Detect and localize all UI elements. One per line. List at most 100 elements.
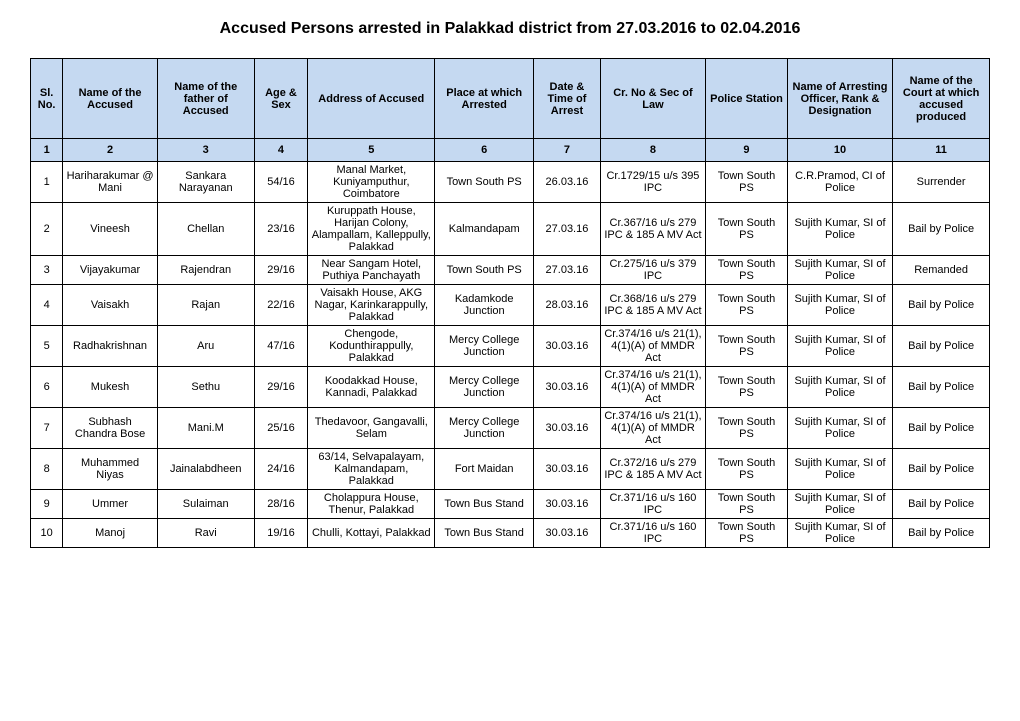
table-cell: 2 (31, 203, 63, 256)
col-num: 8 (600, 139, 705, 162)
table-cell: Surrender (893, 162, 990, 203)
table-cell: Ravi (157, 519, 254, 548)
table-cell: 28/16 (254, 490, 308, 519)
table-cell: Mercy College Junction (435, 408, 534, 449)
table-cell: Cr.368/16 u/s 279 IPC & 185 A MV Act (600, 285, 705, 326)
table-cell: 7 (31, 408, 63, 449)
table-cell: Near Sangam Hotel, Puthiya Panchayath (308, 256, 435, 285)
table-cell: 30.03.16 (534, 490, 601, 519)
table-cell: Aru (157, 326, 254, 367)
table-cell: Cr.372/16 u/s 279 IPC & 185 A MV Act (600, 449, 705, 490)
table-cell: 22/16 (254, 285, 308, 326)
table-cell: Rajan (157, 285, 254, 326)
table-row: 1Hariharakumar @ ManiSankara Narayanan54… (31, 162, 990, 203)
table-cell: Hariharakumar @ Mani (63, 162, 158, 203)
table-cell: Sethu (157, 367, 254, 408)
col-num: 11 (893, 139, 990, 162)
table-cell: 30.03.16 (534, 449, 601, 490)
col-header-station: Police Station (706, 59, 788, 139)
table-row: 7Subhash Chandra BoseMani.M25/16Thedavoo… (31, 408, 990, 449)
table-cell: 3 (31, 256, 63, 285)
table-cell: Cholappura House, Thenur, Palakkad (308, 490, 435, 519)
table-cell: Sujith Kumar, SI of Police (787, 285, 892, 326)
col-header-date: Date & Time of Arrest (534, 59, 601, 139)
table-cell: Radhakrishnan (63, 326, 158, 367)
table-cell: Town South PS (706, 256, 788, 285)
table-cell: Fort Maidan (435, 449, 534, 490)
table-cell: 30.03.16 (534, 519, 601, 548)
table-cell: 29/16 (254, 367, 308, 408)
table-cell: Town Bus Stand (435, 519, 534, 548)
table-cell: Kalmandapam (435, 203, 534, 256)
table-cell: Rajendran (157, 256, 254, 285)
table-cell: Chengode, Kodunthirappully, Palakkad (308, 326, 435, 367)
table-cell: 23/16 (254, 203, 308, 256)
col-num: 6 (435, 139, 534, 162)
table-cell: 30.03.16 (534, 326, 601, 367)
col-header-address: Address of Accused (308, 59, 435, 139)
table-cell: Town South PS (706, 449, 788, 490)
table-cell: Vaisakh House, AKG Nagar, Karinkarappull… (308, 285, 435, 326)
table-cell: Town South PS (435, 256, 534, 285)
table-cell: Sujith Kumar, SI of Police (787, 326, 892, 367)
table-cell: 63/14, Selvapalayam, Kalmandapam, Palakk… (308, 449, 435, 490)
table-cell: Sulaiman (157, 490, 254, 519)
table-cell: 47/16 (254, 326, 308, 367)
table-cell: 54/16 (254, 162, 308, 203)
table-cell: Sujith Kumar, SI of Police (787, 367, 892, 408)
col-num: 1 (31, 139, 63, 162)
table-cell: Town South PS (706, 285, 788, 326)
col-num: 9 (706, 139, 788, 162)
table-cell: 29/16 (254, 256, 308, 285)
table-cell: Town South PS (706, 203, 788, 256)
col-header-court: Name of the Court at which accused produ… (893, 59, 990, 139)
table-row: 3VijayakumarRajendran29/16Near Sangam Ho… (31, 256, 990, 285)
table-cell: Vijayakumar (63, 256, 158, 285)
table-cell: 27.03.16 (534, 203, 601, 256)
table-cell: Kuruppath House, Harijan Colony, Alampal… (308, 203, 435, 256)
table-cell: Town South PS (435, 162, 534, 203)
table-cell: 28.03.16 (534, 285, 601, 326)
table-cell: Cr.367/16 u/s 279 IPC & 185 A MV Act (600, 203, 705, 256)
col-num: 10 (787, 139, 892, 162)
table-cell: Koodakkad House, Kannadi, Palakkad (308, 367, 435, 408)
table-cell: Sujith Kumar, SI of Police (787, 408, 892, 449)
table-cell: Manal Market, Kuniyamputhur, Coimbatore (308, 162, 435, 203)
table-cell: Town South PS (706, 490, 788, 519)
table-cell: Manoj (63, 519, 158, 548)
table-row: 9UmmerSulaiman28/16Cholappura House, The… (31, 490, 990, 519)
arrest-table: Sl. No. Name of the Accused Name of the … (30, 58, 990, 548)
col-header-sl: Sl. No. (31, 59, 63, 139)
table-cell: Vaisakh (63, 285, 158, 326)
table-row: 5RadhakrishnanAru47/16Chengode, Kodunthi… (31, 326, 990, 367)
table-cell: Remanded (893, 256, 990, 285)
col-num: 5 (308, 139, 435, 162)
table-cell: Chellan (157, 203, 254, 256)
col-header-place: Place at which Arrested (435, 59, 534, 139)
table-cell: Sujith Kumar, SI of Police (787, 519, 892, 548)
table-cell: Thedavoor, Gangavalli, Selam (308, 408, 435, 449)
table-cell: Cr.275/16 u/s 379 IPC (600, 256, 705, 285)
number-row: 1 2 3 4 5 6 7 8 9 10 11 (31, 139, 990, 162)
table-cell: Cr.374/16 u/s 21(1), 4(1)(A) of MMDR Act (600, 408, 705, 449)
table-body: 1Hariharakumar @ ManiSankara Narayanan54… (31, 162, 990, 548)
table-cell: Cr.371/16 u/s 160 IPC (600, 519, 705, 548)
table-cell: 19/16 (254, 519, 308, 548)
table-cell: 6 (31, 367, 63, 408)
page-title: Accused Persons arrested in Palakkad dis… (30, 20, 990, 38)
table-cell: Sujith Kumar, SI of Police (787, 256, 892, 285)
table-cell: 5 (31, 326, 63, 367)
table-cell: Mercy College Junction (435, 367, 534, 408)
table-cell: Town South PS (706, 408, 788, 449)
table-cell: 26.03.16 (534, 162, 601, 203)
header-row: Sl. No. Name of the Accused Name of the … (31, 59, 990, 139)
table-cell: 25/16 (254, 408, 308, 449)
table-cell: Jainalabdheen (157, 449, 254, 490)
table-row: 8Muhammed NiyasJainalabdheen24/1663/14, … (31, 449, 990, 490)
table-cell: 8 (31, 449, 63, 490)
table-cell: Bail by Police (893, 490, 990, 519)
table-cell: Mukesh (63, 367, 158, 408)
table-cell: 27.03.16 (534, 256, 601, 285)
table-cell: 1 (31, 162, 63, 203)
col-header-age: Age & Sex (254, 59, 308, 139)
